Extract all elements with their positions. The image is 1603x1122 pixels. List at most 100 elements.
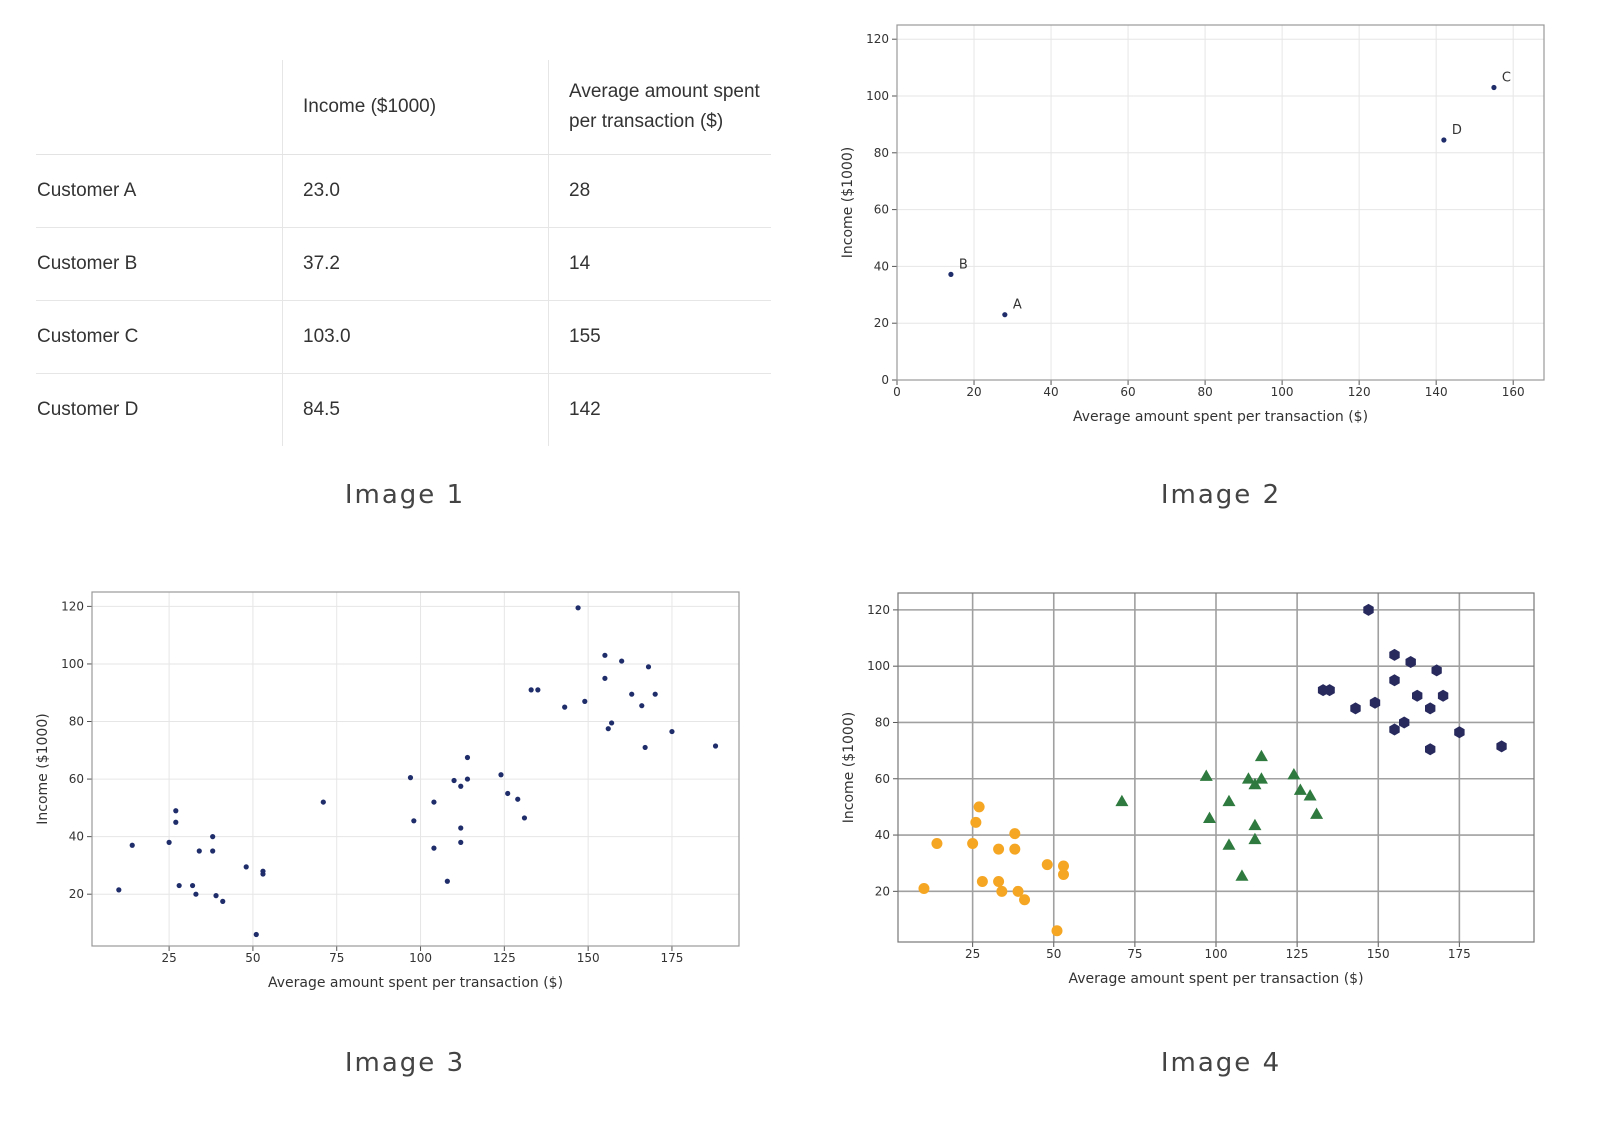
x-tick-label: 100 [1271, 385, 1294, 399]
x-tick-label: 0 [893, 385, 901, 399]
x-tick-label: 120 [1348, 385, 1371, 399]
x-tick-label: 25 [965, 947, 980, 961]
data-point [602, 652, 608, 658]
data-point [129, 842, 135, 848]
y-tick-label: 120 [866, 32, 889, 46]
data-point [253, 931, 259, 938]
point-label: B [959, 257, 968, 272]
cluster-point [1437, 689, 1449, 702]
x-axis-label: Average amount spent per transaction ($) [1068, 971, 1363, 987]
cluster-point [1399, 716, 1410, 729]
data-point [260, 871, 266, 877]
point-label: C [1502, 70, 1511, 85]
point-label: D [1452, 123, 1462, 138]
y-tick-label: 100 [866, 89, 889, 103]
cluster-point [973, 801, 985, 813]
cluster-point [1254, 749, 1268, 762]
data-point [629, 691, 635, 697]
cluster-point [976, 875, 988, 887]
cluster-point [1009, 828, 1021, 840]
data-point [645, 664, 652, 670]
data-point [116, 887, 122, 893]
cluster-point [1019, 894, 1031, 906]
data-point [166, 839, 172, 845]
x-tick-label: 50 [245, 951, 260, 965]
customer-table-panel: Income ($1000) Average amount spent per … [36, 60, 771, 446]
x-tick-label: 125 [1286, 947, 1309, 961]
caption-image-1: Image 1 [344, 480, 466, 510]
x-tick-label: 175 [1448, 947, 1471, 961]
cluster-point [1389, 648, 1400, 661]
data-point [444, 878, 450, 884]
data-point [562, 704, 568, 710]
x-tick-label: 160 [1502, 385, 1525, 399]
data-point [575, 605, 581, 611]
table-header-income: Income ($1000) [282, 60, 549, 155]
cluster-point [1248, 832, 1262, 845]
data-point [320, 799, 326, 805]
y-tick-label: 100 [867, 659, 890, 673]
cluster-point [1222, 794, 1236, 807]
x-tick-label: 150 [577, 951, 600, 965]
data-point [605, 726, 611, 732]
data-point [173, 819, 179, 825]
cluster-point [993, 875, 1005, 887]
point-label: A [1013, 298, 1022, 313]
data-point [464, 754, 471, 761]
table-header-row: Income ($1000) Average amount spent per … [36, 60, 771, 155]
y-axis-label: Income ($1000) [840, 147, 856, 258]
cluster-point [1496, 740, 1507, 753]
data-point [1441, 137, 1447, 143]
table-header-blank [36, 60, 283, 155]
data-point [210, 834, 216, 840]
y-tick-label: 20 [69, 887, 84, 901]
cluster-point [1405, 656, 1416, 668]
data-point [505, 790, 511, 797]
y-tick-label: 20 [874, 316, 889, 330]
data-point [582, 698, 588, 704]
data-point [712, 743, 719, 749]
data-point [411, 818, 417, 824]
x-tick-label: 125 [493, 951, 516, 965]
spent-cell: 155 [548, 300, 771, 374]
cluster-point [996, 885, 1008, 897]
cluster-point [1248, 818, 1262, 831]
cluster-point [1057, 868, 1069, 880]
cluster-point [1389, 674, 1400, 687]
y-tick-label: 80 [875, 715, 890, 729]
x-axis-label: Average amount spent per transaction ($) [268, 975, 563, 991]
cluster-point [1248, 777, 1262, 790]
cluster-point [1324, 684, 1335, 697]
x-tick-label: 140 [1425, 385, 1448, 399]
table-row: Customer D 84.5 142 [36, 373, 771, 446]
x-tick-label: 20 [966, 385, 981, 399]
x-tick-label: 100 [1205, 947, 1228, 961]
x-tick-label: 60 [1120, 385, 1135, 399]
plot-frame [91, 591, 740, 947]
cluster-point [1389, 723, 1400, 736]
cluster-point [1310, 807, 1324, 819]
data-point [458, 783, 464, 789]
data-point [407, 775, 414, 781]
data-point [948, 271, 954, 277]
y-tick-label: 60 [69, 772, 84, 786]
data-point [431, 845, 437, 851]
x-tick-label: 75 [1127, 947, 1142, 961]
income-cell: 23.0 [282, 154, 549, 228]
cluster-point [1041, 859, 1053, 871]
data-point [498, 772, 504, 778]
data-point [431, 799, 437, 805]
cluster-point [1012, 885, 1024, 897]
data-point [535, 687, 541, 693]
spent-cell: 14 [548, 227, 771, 301]
y-tick-label: 40 [875, 828, 890, 842]
cluster-point [1235, 869, 1249, 881]
cluster-point [1222, 838, 1236, 850]
customer-table: Income ($1000) Average amount spent per … [36, 60, 771, 446]
cluster-point [1287, 768, 1301, 780]
income-cell: 103.0 [282, 300, 549, 374]
cluster-point [1412, 689, 1423, 702]
cluster-point [1431, 664, 1442, 677]
cluster-point [1115, 794, 1129, 807]
